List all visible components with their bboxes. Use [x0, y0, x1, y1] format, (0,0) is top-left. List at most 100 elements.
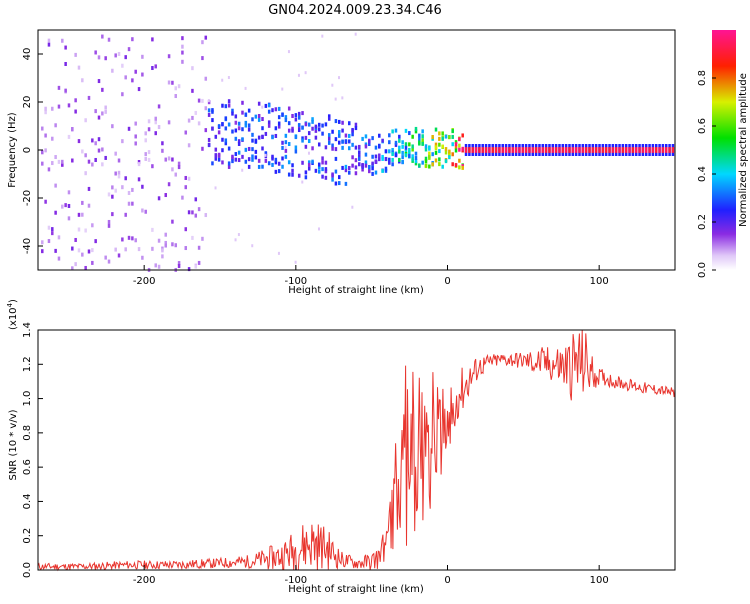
line-ytick-label: 0.8: [22, 425, 33, 441]
heatmap-cell: [488, 147, 491, 153]
heatmap-cell: [71, 246, 74, 251]
heatmap-cell: [251, 157, 254, 162]
heatmap-cell: [201, 236, 204, 241]
heatmap-cell: [144, 131, 147, 136]
heatmap-cell: [244, 112, 248, 117]
heatmap-cell: [404, 142, 408, 147]
heatmap-cell: [438, 162, 441, 167]
heatmap-cell: [54, 210, 57, 215]
heatmap-cell: [317, 169, 321, 174]
heatmap-cell: [91, 138, 94, 143]
heatmap-cell: [221, 103, 224, 108]
heatmap-cell: [117, 170, 121, 175]
heatmap-cell: [551, 147, 555, 153]
heatmap-cell: [458, 137, 461, 142]
heatmap-cell: [408, 147, 411, 152]
heatmap-cell: [291, 172, 294, 177]
heatmap-cell: [67, 190, 71, 195]
heatmap-cell: [77, 248, 81, 253]
heatmap-cell: [91, 162, 94, 167]
heatmap-cell: [471, 147, 474, 153]
heatmap-cell: [331, 177, 334, 182]
heatmap-cell: [54, 123, 57, 128]
heatmap-cell: [94, 141, 97, 146]
heatmap-cell: [371, 166, 374, 171]
heatmap-cell: [121, 63, 124, 68]
heatmap-cell: [161, 141, 164, 146]
heatmap-cell: [468, 147, 471, 153]
heatmap-cell: [354, 158, 358, 163]
heatmap-cell: [107, 219, 111, 224]
heatmap-cell: [368, 164, 371, 169]
heatmap-ytick-label: 0: [22, 147, 33, 153]
heatmap-cell: [428, 155, 431, 160]
heatmap-cell: [117, 51, 121, 56]
heatmap-cell: [287, 160, 291, 165]
heatmap-cell: [421, 138, 424, 143]
heatmap-cell: [274, 107, 278, 112]
heatmap-cell: [167, 156, 171, 161]
heatmap-cell: [74, 262, 77, 267]
heatmap-cell: [264, 103, 268, 108]
heatmap-cell: [247, 157, 251, 162]
heatmap-cell: [171, 80, 174, 85]
heatmap-cell: [101, 111, 104, 116]
heatmap-cell: [511, 147, 515, 153]
heatmap-cell: [398, 157, 401, 162]
heatmap-cell: [207, 99, 210, 103]
heatmap-cell: [294, 149, 298, 154]
heatmap-cell: [251, 138, 254, 143]
heatmap-cell: [538, 147, 541, 153]
heatmap-cell: [461, 133, 464, 138]
heatmap-cell: [247, 146, 251, 151]
heatmap-cell: [351, 163, 354, 168]
heatmap-cell: [44, 148, 47, 153]
heatmap-cell: [131, 37, 134, 42]
heatmap-cell: [351, 132, 354, 137]
heatmap-cell: [77, 139, 81, 144]
heatmap-cell: [341, 145, 344, 150]
heatmap-cell: [64, 61, 67, 66]
heatmap-cell: [51, 161, 54, 166]
heatmap-cell: [348, 170, 351, 175]
heatmap-cell: [558, 147, 561, 153]
heatmap-cell: [651, 147, 655, 153]
colorbar-label: Normalized spectral amplitude: [738, 73, 749, 227]
heatmap-cell: [661, 147, 665, 153]
heatmap-cell: [438, 149, 441, 154]
heatmap-cell: [241, 154, 244, 159]
heatmap-cell: [117, 253, 121, 258]
heatmap-cell: [161, 148, 164, 153]
heatmap-cell: [438, 142, 441, 147]
heatmap-cell: [97, 137, 101, 142]
heatmap-cell: [314, 135, 318, 140]
heatmap-cell: [441, 164, 444, 169]
heatmap-cell: [277, 121, 281, 126]
heatmap-cell: [371, 171, 374, 176]
heatmap-cell: [608, 147, 611, 153]
heatmap-cell: [111, 194, 114, 199]
heatmap-cell: [458, 165, 461, 170]
heatmap-cell: [324, 160, 328, 165]
heatmap-cell: [257, 135, 261, 140]
heatmap-cell: [224, 116, 228, 121]
heatmap-cell: [254, 155, 258, 160]
heatmap-cell: [461, 165, 464, 170]
heatmap-cell: [181, 36, 184, 41]
heatmap-cell: [264, 131, 268, 136]
heatmap-cell: [101, 87, 104, 92]
heatmap-cell: [251, 132, 254, 137]
heatmap-cell: [331, 172, 334, 177]
heatmap-cell: [441, 144, 444, 149]
heatmap-cell: [317, 127, 321, 132]
heatmap-cell: [434, 145, 438, 150]
heatmap-cell: [331, 146, 334, 151]
heatmap-cell: [334, 147, 338, 152]
colorbar-gradient: [712, 30, 736, 270]
heatmap-cell: [164, 157, 167, 162]
heatmap-cell: [378, 153, 381, 158]
heatmap-cell: [548, 147, 551, 153]
heatmap-cell: [237, 141, 241, 146]
heatmap-cell: [307, 162, 311, 167]
